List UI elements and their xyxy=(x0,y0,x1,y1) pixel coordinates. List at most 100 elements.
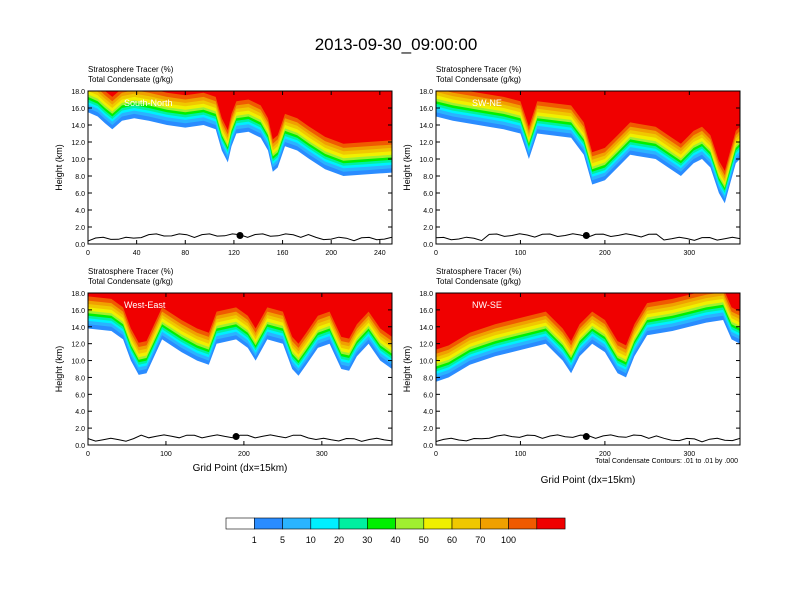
x-tick-label: 40 xyxy=(133,250,141,257)
y-tick-label: 4.0 xyxy=(423,208,433,215)
panel-label: West-East xyxy=(124,300,166,310)
x-axis-label: Grid Point (dx=15km) xyxy=(193,463,288,474)
y-axis-label: Height (km) xyxy=(54,346,64,393)
plot-frame xyxy=(435,292,741,446)
y-tick-label: 18.0 xyxy=(419,291,433,298)
y-tick-label: 6.0 xyxy=(423,191,433,198)
colorbar-box-12 xyxy=(536,517,566,530)
x-tick-label: 0 xyxy=(86,250,90,257)
panel-label: NW-SE xyxy=(472,300,502,310)
tracer-field xyxy=(436,91,740,242)
colorbar-box-1 xyxy=(225,517,255,530)
x-tick-label: 100 xyxy=(515,451,527,458)
colorbar-box-6 xyxy=(366,517,396,530)
y-tick-label: 4.0 xyxy=(75,208,85,215)
colorbar-box-3 xyxy=(282,517,312,530)
y-tick-label: 16.0 xyxy=(419,106,433,113)
x-tick-label: 240 xyxy=(374,250,386,257)
colorbar-box-7 xyxy=(395,517,425,530)
y-tick-label: 14.0 xyxy=(419,325,433,332)
colorbar-box-11 xyxy=(508,517,538,530)
colorbar-label: 70 xyxy=(475,535,485,545)
tracer-band-11 xyxy=(88,91,392,144)
panel-field-name-bottom: Total Condensate (g/kg) xyxy=(436,277,521,286)
panel-2: 0.0 2.0 4.0 6.0 8.0 10.0 12.0 14.0 16.0 18.0 0 100 2… xyxy=(402,65,741,257)
y-tick-label: 0.0 xyxy=(75,443,85,450)
y-tick-label: 14.0 xyxy=(71,325,85,332)
colorbar-box-8 xyxy=(423,517,453,530)
y-tick-label: 0.0 xyxy=(423,443,433,450)
y-tick-label: 18.0 xyxy=(71,89,85,96)
x-tick-label: 120 xyxy=(228,250,240,257)
y-tick-label: 14.0 xyxy=(71,123,85,130)
y-tick-label: 0.0 xyxy=(75,242,85,249)
y-tick-label: 6.0 xyxy=(423,392,433,399)
y-tick-label: 16.0 xyxy=(419,308,433,315)
y-tick-label: 14.0 xyxy=(419,123,433,130)
figure-title: 2013-09-30_09:00:00 xyxy=(315,35,478,54)
tracer-band-11 xyxy=(88,293,392,344)
y-tick-label: 4.0 xyxy=(423,409,433,416)
y-tick-label: 8.0 xyxy=(75,375,85,382)
y-tick-label: 12.0 xyxy=(71,342,85,349)
contour-footnote: Total Condensate Contours: .01 to .01 by… xyxy=(595,458,738,465)
panel-4: 0.0 2.0 4.0 6.0 8.0 10.0 12.0 14.0 16.0 18.0 0 100 2… xyxy=(402,267,741,486)
colorbar-box-10 xyxy=(479,517,509,530)
colorbar-box-4 xyxy=(310,517,340,530)
plot-frame xyxy=(87,292,393,446)
x-tick-label: 0 xyxy=(434,250,438,257)
panel-field-name-top: Stratosphere Tracer (%) xyxy=(88,65,174,74)
x-tick-label: 100 xyxy=(160,451,172,458)
y-tick-label: 16.0 xyxy=(71,308,85,315)
x-axis-label: Grid Point (dx=15km) xyxy=(541,475,636,486)
y-tick-label: 6.0 xyxy=(75,191,85,198)
x-tick-label: 0 xyxy=(86,451,90,458)
location-marker xyxy=(582,232,590,239)
colorbar: 1 5 10 20 30 40 50 60 70 100 xyxy=(225,517,566,545)
y-tick-label: 2.0 xyxy=(423,225,433,232)
y-tick-label: 6.0 xyxy=(75,392,85,399)
y-axis-label: Height (km) xyxy=(54,144,64,191)
y-tick-label: 12.0 xyxy=(419,342,433,349)
y-tick-label: 4.0 xyxy=(75,409,85,416)
colorbar-label: 40 xyxy=(390,535,400,545)
panel-field-name-top: Stratosphere Tracer (%) xyxy=(88,267,174,276)
y-tick-label: 10.0 xyxy=(71,157,85,164)
y-axis-label: Height (km) xyxy=(402,144,412,191)
colorbar-box-5 xyxy=(338,517,368,530)
colorbar-box-2 xyxy=(254,517,283,530)
y-tick-label: 12.0 xyxy=(71,140,85,147)
x-tick-label: 200 xyxy=(238,451,250,458)
tracer-band-11 xyxy=(436,293,740,350)
x-tick-label: 300 xyxy=(316,451,328,458)
tracer-field xyxy=(88,293,392,442)
y-tick-label: 8.0 xyxy=(423,375,433,382)
plot-frame xyxy=(435,90,741,245)
y-tick-label: 0.0 xyxy=(423,242,433,249)
y-tick-label: 2.0 xyxy=(75,426,85,433)
x-tick-label: 200 xyxy=(599,250,611,257)
colorbar-label: 100 xyxy=(501,535,516,545)
y-tick-label: 10.0 xyxy=(419,359,433,366)
location-marker xyxy=(582,433,590,441)
panel-label: SW-NE xyxy=(472,98,502,108)
x-tick-label: 100 xyxy=(515,250,527,257)
y-axis-label: Height (km) xyxy=(402,346,412,393)
panel-field-name-bottom: Total Condensate (g/kg) xyxy=(436,75,521,84)
colorbar-label: 1 xyxy=(252,535,257,545)
colorbar-label: 60 xyxy=(447,535,457,545)
panel-1: 0.0 2.0 4.0 6.0 8.0 10.0 12.0 14.0 16.0 18.0 0 40 80… xyxy=(54,65,393,257)
x-tick-label: 300 xyxy=(683,250,695,257)
plot-frame xyxy=(87,90,393,245)
panels: 0.0 2.0 4.0 6.0 8.0 10.0 12.0 14.0 16.0 18.0 0 40 80… xyxy=(54,65,741,486)
tracer-field xyxy=(88,91,392,242)
y-tick-label: 12.0 xyxy=(419,140,433,147)
colorbar-label: 30 xyxy=(362,535,372,545)
panel-field-name-top: Stratosphere Tracer (%) xyxy=(436,65,522,74)
y-tick-label: 18.0 xyxy=(71,291,85,298)
x-tick-label: 0 xyxy=(434,451,438,458)
location-marker xyxy=(232,433,240,441)
y-tick-label: 8.0 xyxy=(75,174,85,181)
y-tick-label: 16.0 xyxy=(71,106,85,113)
